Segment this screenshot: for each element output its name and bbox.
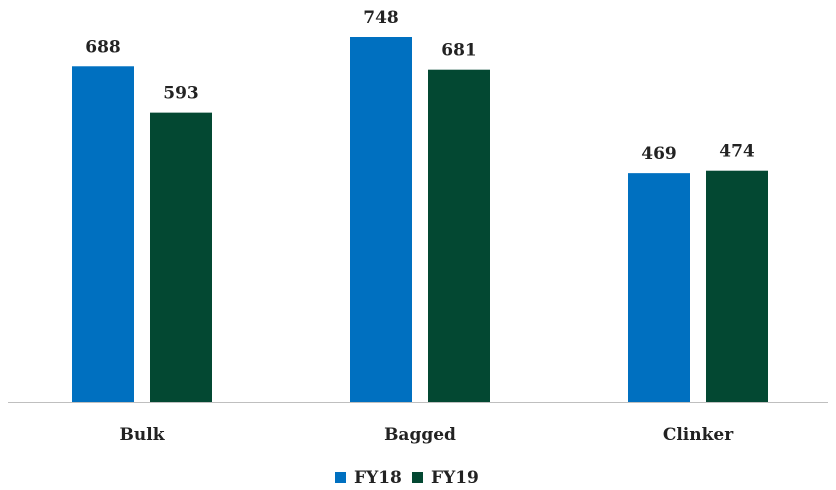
- legend-label-fy19: FY19: [431, 468, 479, 488]
- legend-swatch-fy18: [335, 472, 346, 483]
- value-label-clinker-fy19: 474: [719, 142, 755, 162]
- category-labels-layer: Bulk Bagged Clinker: [120, 425, 735, 445]
- legend-label-fy18: FY18: [354, 468, 402, 488]
- bar-bulk-fy19: [150, 112, 212, 403]
- bar-clinker-fy19: [706, 170, 768, 402]
- category-label-bagged: Bagged: [384, 425, 456, 445]
- bars-layer: [72, 37, 768, 403]
- value-label-bagged-fy18: 748: [363, 8, 399, 28]
- value-label-bulk-fy18: 688: [85, 37, 121, 57]
- bar-bagged-fy18: [350, 37, 412, 402]
- legend: FY18 FY19: [335, 468, 479, 488]
- bar-bulk-fy18: [72, 66, 134, 402]
- legend-swatch-fy19: [412, 472, 423, 483]
- category-label-clinker: Clinker: [663, 425, 734, 445]
- bar-clinker-fy18: [628, 173, 690, 402]
- value-label-bagged-fy19: 681: [441, 41, 477, 61]
- value-label-bulk-fy19: 593: [163, 84, 199, 104]
- bar-bagged-fy19: [428, 69, 490, 402]
- value-labels-layer: 688 593 748 681 469 474: [85, 8, 755, 164]
- value-label-clinker-fy18: 469: [641, 144, 677, 164]
- category-label-bulk: Bulk: [120, 425, 166, 445]
